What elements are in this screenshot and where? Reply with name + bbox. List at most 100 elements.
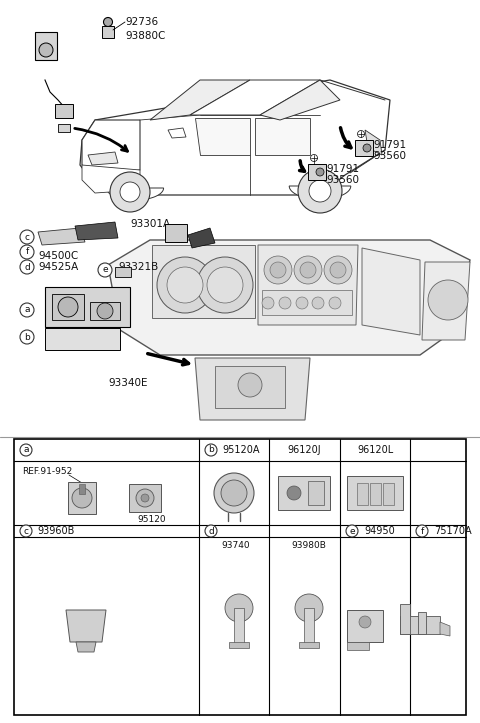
Text: 94500C: 94500C [38,251,78,261]
Circle shape [416,525,428,537]
Text: 93560: 93560 [373,151,406,161]
Text: a: a [24,306,30,315]
Bar [45,287,130,327]
Bar [90,302,120,320]
Text: 96120J: 96120J [288,445,321,455]
Bar [308,164,326,180]
Circle shape [330,262,346,278]
Text: e: e [102,265,108,275]
Circle shape [296,297,308,309]
Bar [55,104,73,118]
Bar [35,32,57,60]
Text: 94950: 94950 [364,526,395,536]
Circle shape [311,155,317,161]
Polygon shape [258,245,358,325]
Polygon shape [190,80,320,115]
Circle shape [20,330,34,344]
Text: 91791: 91791 [326,164,359,174]
Bar [355,140,373,156]
Circle shape [98,263,112,277]
Text: 75170A: 75170A [434,526,472,536]
Polygon shape [82,120,140,175]
Text: b: b [24,333,30,341]
Bar [304,608,314,646]
Polygon shape [168,128,186,138]
Circle shape [358,130,364,137]
Circle shape [363,144,371,152]
Bar [215,366,285,408]
Bar [370,483,381,505]
Circle shape [197,257,253,313]
Bar [115,267,131,277]
Text: 93560: 93560 [326,175,359,185]
Circle shape [120,182,140,202]
Bar [165,224,187,242]
Text: 94525A: 94525A [38,262,78,272]
Bar [129,484,161,512]
Bar [400,616,440,634]
Circle shape [294,256,322,284]
Circle shape [20,303,34,317]
Text: d: d [208,526,214,536]
Circle shape [346,525,358,537]
Text: f: f [25,247,29,257]
Text: c: c [24,233,29,241]
Text: 91791: 91791 [373,140,406,150]
Text: 93301A: 93301A [130,219,170,229]
Polygon shape [195,118,250,155]
Text: 93880C: 93880C [125,31,166,41]
Text: f: f [420,526,424,536]
Circle shape [359,616,371,628]
Polygon shape [440,622,450,636]
Circle shape [225,594,253,622]
Circle shape [298,169,342,213]
Bar [68,482,96,514]
Circle shape [214,473,254,513]
Circle shape [207,267,243,303]
Circle shape [167,267,203,303]
Polygon shape [88,152,118,165]
Circle shape [20,230,34,244]
Text: 96120L: 96120L [357,445,393,455]
Bar [102,26,114,38]
Polygon shape [80,80,390,195]
Circle shape [324,256,352,284]
Bar [400,604,410,634]
Circle shape [316,168,324,176]
Polygon shape [150,80,250,120]
Circle shape [238,373,262,397]
Text: 95120: 95120 [137,515,166,523]
Text: 95120A: 95120A [222,445,260,455]
Circle shape [312,297,324,309]
Bar [418,612,426,634]
Circle shape [20,444,32,456]
Text: a: a [23,445,29,455]
Polygon shape [152,245,255,318]
Bar [357,483,368,505]
Circle shape [205,525,217,537]
Bar [262,290,352,315]
Text: 93340E: 93340E [108,378,147,388]
Text: 93960B: 93960B [37,526,74,536]
Polygon shape [365,130,382,155]
Polygon shape [289,186,351,200]
Bar [383,483,394,505]
Polygon shape [76,642,96,652]
Polygon shape [255,118,310,155]
Bar [14,439,466,715]
Circle shape [104,17,112,27]
Circle shape [279,297,291,309]
Polygon shape [107,188,164,200]
Polygon shape [75,222,118,240]
Text: 92736: 92736 [125,17,158,27]
Bar [234,608,244,646]
Text: REF.91-952: REF.91-952 [22,466,72,476]
Circle shape [295,594,323,622]
Polygon shape [195,358,310,420]
Circle shape [270,262,286,278]
Circle shape [205,444,217,456]
Circle shape [136,489,154,507]
Polygon shape [38,228,85,245]
Bar [308,481,324,505]
Bar [347,642,369,650]
